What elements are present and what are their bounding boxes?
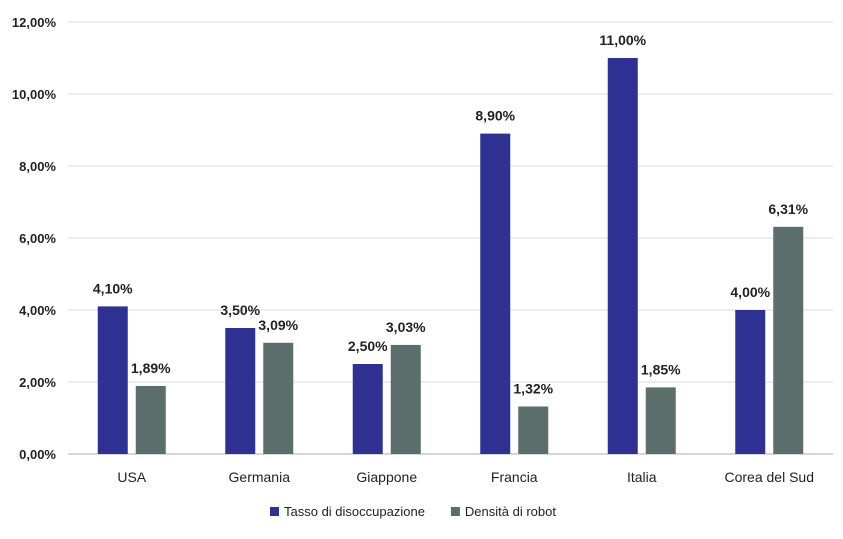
legend-swatch	[450, 507, 460, 516]
x-tick-label: Francia	[491, 469, 538, 485]
data-label: 8,90%	[475, 108, 515, 124]
data-label: 4,10%	[93, 280, 133, 296]
data-labels: 4,10% 1,89% 3,50%3,09% 2,50% 3,03% 8,90% 1,32%…	[93, 32, 809, 396]
legend: Tasso di disoccupazione Densità di robot	[270, 504, 556, 519]
x-tick-label: Italia	[627, 469, 657, 485]
data-label: 11,00%	[599, 32, 646, 48]
legend-label: Densità di robot	[465, 504, 556, 519]
bars	[97, 58, 804, 454]
y-tick-label: 6,00%	[19, 231, 56, 246]
legend-swatch	[270, 507, 279, 516]
y-tick-label: 12,00%	[12, 15, 57, 30]
data-label: 1,85%	[641, 361, 681, 377]
bar-densita-3	[518, 406, 549, 454]
data-label: 1,89%	[131, 360, 171, 376]
data-label: 4,00%	[730, 284, 770, 300]
bar-tasso-2	[352, 364, 383, 454]
x-tick-label: Germania	[229, 469, 291, 485]
bar-tasso-1	[225, 328, 256, 454]
data-label: 1,32%	[513, 380, 553, 396]
legend-label: Tasso di disoccupazione	[284, 504, 425, 519]
y-tick-label: 10,00%	[12, 87, 57, 102]
bar-densita-5	[773, 226, 804, 454]
y-tick-label: 4,00%	[19, 303, 56, 318]
bar-densita-0	[135, 385, 166, 454]
data-label: 3,50%	[220, 302, 260, 318]
data-label: 6,31%	[768, 201, 808, 217]
bar-densita-1	[263, 342, 294, 454]
data-label: 3,09%	[258, 317, 298, 333]
y-tick-label: 8,00%	[19, 159, 56, 174]
bar-tasso-5	[735, 310, 766, 454]
data-label: 3,03%	[386, 319, 426, 335]
bar-densita-2	[390, 344, 421, 454]
bar-densita-4	[645, 387, 676, 454]
y-tick-label: 2,00%	[19, 375, 56, 390]
x-tick-label: Corea del Sud	[724, 469, 814, 485]
gridlines	[68, 21, 833, 455]
y-tick-label: 0,00%	[19, 447, 56, 462]
data-label: 2,50%	[348, 338, 388, 354]
y-axis-ticks: 0,00% 2,00% 4,00% 6,00% 8,00% 10,00% 12,00%	[12, 15, 57, 462]
x-axis-ticks: USA Germania Giappone Francia Italia Corea de…	[117, 469, 814, 485]
x-tick-label: Giappone	[356, 469, 417, 485]
bar-tasso-4	[607, 58, 638, 454]
bar-tasso-0	[97, 306, 128, 454]
x-tick-label: USA	[117, 469, 146, 485]
bar-tasso-3	[480, 133, 511, 454]
